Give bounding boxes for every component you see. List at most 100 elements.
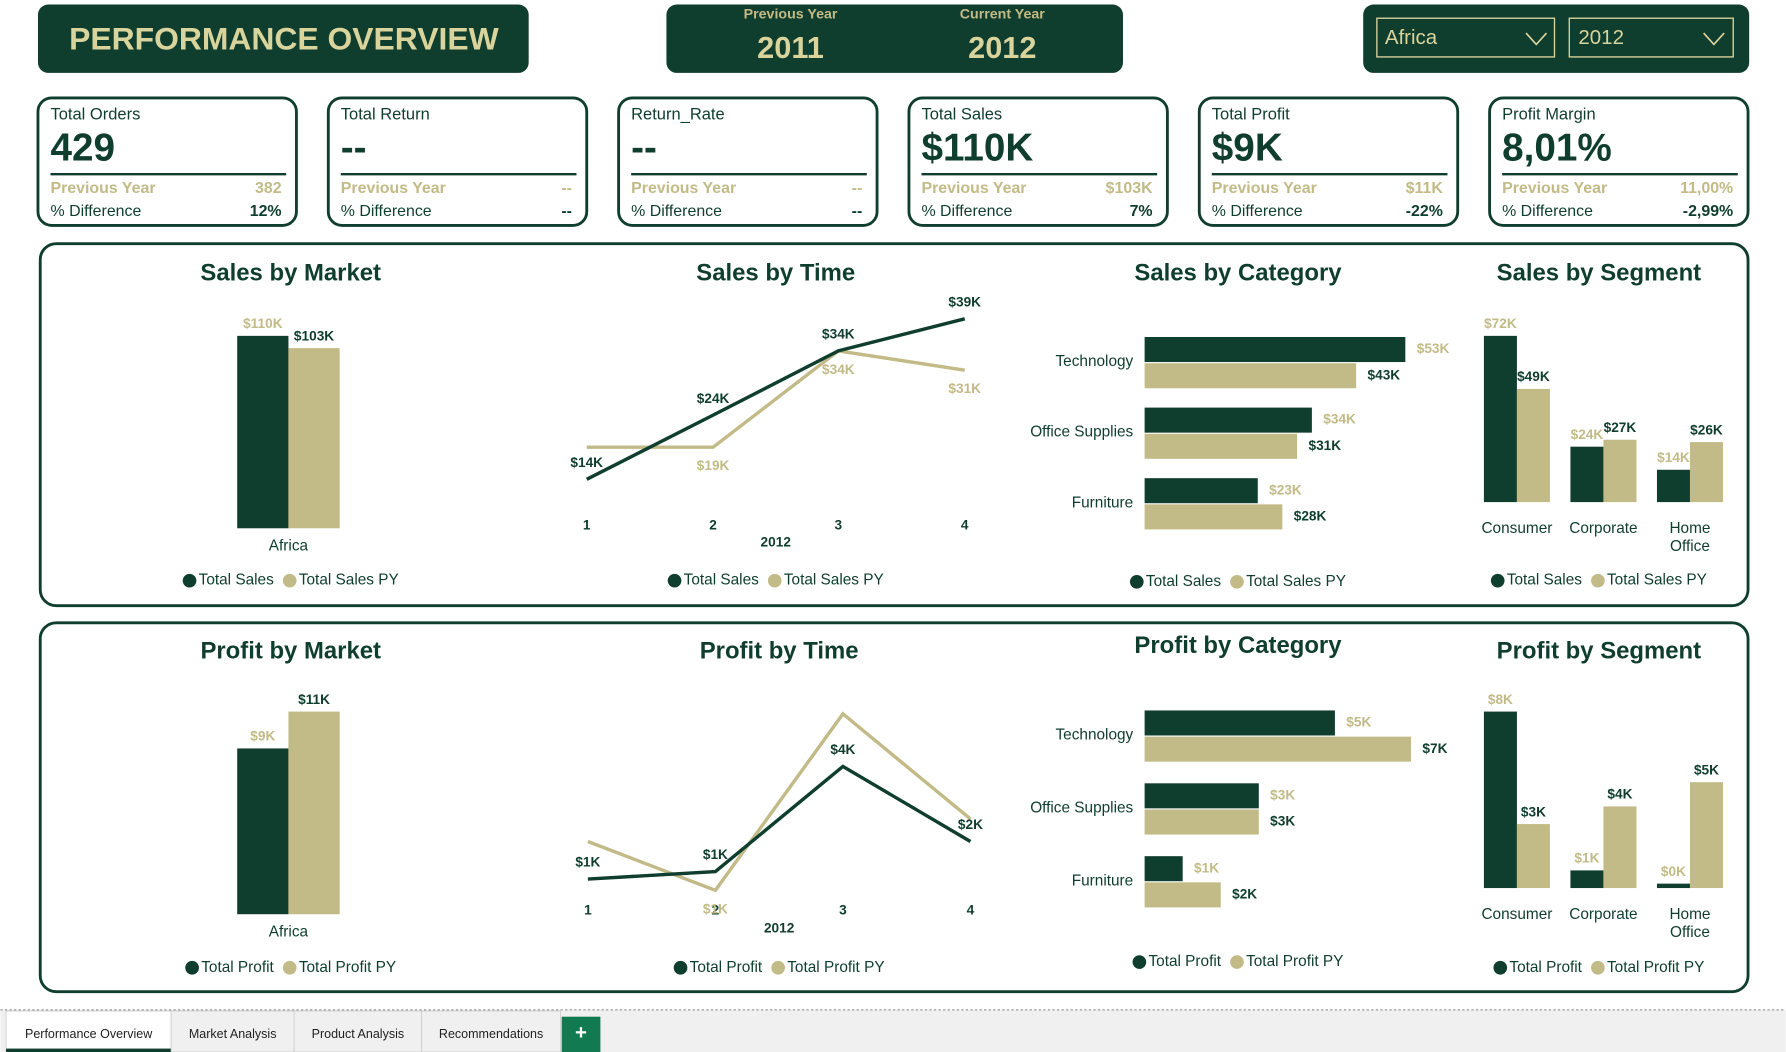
tab[interactable]: Performance Overview — [5, 1010, 172, 1052]
legend-marker — [1591, 573, 1605, 588]
previous-year: 2011 — [757, 30, 824, 65]
legend-marker — [1591, 960, 1605, 975]
category-label-box: Consumer — [1481, 519, 1552, 536]
kpi-label: Total Orders — [50, 105, 140, 123]
kpi-previous-label: Previous Year — [921, 180, 1026, 197]
value-label: $27K — [1604, 420, 1637, 435]
tab-label: Product Analysis — [312, 1027, 405, 1041]
kpi-frame — [907, 96, 1169, 227]
category-label-box: Corporate — [1569, 905, 1637, 922]
x-tick-label: 4 — [961, 518, 969, 533]
value-label: $31K — [948, 381, 981, 396]
chart-title: Profit by Time — [700, 638, 859, 665]
kpi-previous-label: Previous Year — [341, 180, 446, 197]
x-tick-label: 2 — [709, 518, 717, 533]
x-tick-label: 4 — [967, 902, 975, 917]
legend-label: Total Sales — [684, 572, 759, 589]
kpi-previous-label: Previous Year — [1212, 180, 1317, 197]
value-label: $1K — [1194, 860, 1219, 875]
tab[interactable]: Product Analysis — [293, 1010, 423, 1052]
category-label: Office Supplies — [1030, 799, 1133, 816]
legend-label: Total Sales — [199, 572, 274, 589]
value-label: $34K — [1323, 412, 1356, 427]
value-label: $11K — [298, 692, 330, 707]
value-label: $3K — [1270, 814, 1295, 829]
filter-box — [1363, 4, 1750, 73]
bar — [1656, 469, 1690, 503]
market-dropdown[interactable]: Africa — [1376, 17, 1556, 58]
legend: Total Sales Total Sales PY — [182, 572, 399, 589]
kpi-frame — [1488, 96, 1750, 227]
bar — [1483, 711, 1517, 889]
legend-label: Total Sales — [1146, 573, 1221, 590]
bar — [1144, 504, 1283, 530]
value-label: $4K — [1607, 787, 1632, 802]
chevron — [1702, 32, 1725, 46]
dropdown-frame — [1376, 17, 1556, 58]
chart: Profit by Segment Consumer $8K $3K Corporate… — [1481, 638, 1723, 976]
value-label: $43K — [1368, 367, 1401, 382]
add-tab-button[interactable]: + — [561, 1016, 601, 1052]
chevron — [1525, 32, 1548, 46]
chart: Profit by Category Technology $5K $7K Office… — [1030, 632, 1447, 970]
value-label: $24K — [697, 391, 730, 406]
bar — [1689, 782, 1723, 889]
legend-label: Total Profit — [1509, 959, 1582, 976]
legend-label: Total Sales PY — [1607, 572, 1707, 589]
legend-label: Total Profit — [1148, 953, 1221, 970]
tab-label: Recommendations — [439, 1027, 543, 1041]
kpi-card: Profit Margin 8,01% Previous Year 11,00% % D… — [1488, 96, 1750, 227]
x-tick-label: 1 — [584, 902, 592, 917]
tab[interactable]: Market Analysis — [170, 1010, 295, 1052]
bar — [1603, 439, 1637, 503]
category-label-box: Corporate — [1569, 519, 1637, 536]
legend-marker — [185, 960, 199, 975]
legend-marker — [1129, 574, 1144, 589]
line — [587, 764, 972, 881]
legend-marker — [1230, 574, 1244, 589]
bar — [1144, 809, 1259, 835]
kpi-card: Total Orders 429 Previous Year 382 % Differe… — [36, 96, 298, 227]
line — [587, 711, 972, 893]
tab[interactable]: Recommendations — [421, 1010, 562, 1052]
legend-label: Total Profit PY — [1246, 953, 1343, 970]
kpi-difference: 7% — [1130, 203, 1153, 220]
category-label: Technology — [1056, 727, 1134, 744]
kpi-value: -- — [631, 127, 657, 170]
year-dropdown[interactable]: 2012 — [1568, 17, 1734, 58]
bar — [1144, 783, 1259, 809]
value-label: $23K — [1269, 482, 1302, 497]
kpi-difference: 12% — [250, 203, 282, 220]
add-tab-background — [561, 1016, 601, 1052]
value-label: $34K — [822, 327, 855, 342]
category-label: Furniture — [1072, 494, 1133, 511]
kpi-frame — [326, 96, 589, 227]
value-label: $39K — [948, 294, 981, 309]
kpi-difference: -- — [852, 203, 863, 220]
kpi-previous: $11K — [1406, 180, 1444, 197]
category-label-box: Home Office — [1669, 519, 1710, 554]
legend-label: Total Profit — [690, 959, 763, 976]
bar — [288, 348, 340, 529]
value-label: $34K — [822, 362, 855, 377]
value-label: $5K — [1694, 762, 1719, 777]
chart: Profit by Time 1 2 3 4 2012 $1K $1K $4K $2K $1K Tot… — [575, 638, 983, 976]
legend: Total Sales Total Sales PY — [1490, 572, 1707, 589]
value-label: $1K — [703, 847, 728, 862]
x-tick-label: 3 — [835, 518, 843, 533]
legend-marker — [767, 573, 782, 588]
kpi-card: Total Sales $110K Previous Year $103K % Diff… — [907, 96, 1169, 227]
current-year-label: Current Year — [960, 7, 1046, 23]
legend-label: Total Sales — [1507, 572, 1582, 589]
value-label: $7K — [1422, 741, 1447, 756]
chart-title: Sales by Segment — [1497, 260, 1702, 287]
tab-background — [5, 1010, 172, 1052]
value-label: $14K — [570, 455, 603, 470]
kpi-label: Total Return — [341, 105, 430, 123]
kpi-difference: -22% — [1406, 203, 1443, 220]
bar — [237, 335, 289, 529]
legend-marker — [182, 573, 197, 588]
x-axis-label: 2012 — [764, 921, 795, 936]
bar — [1516, 388, 1550, 503]
legend-label: Total Sales PY — [784, 572, 884, 589]
